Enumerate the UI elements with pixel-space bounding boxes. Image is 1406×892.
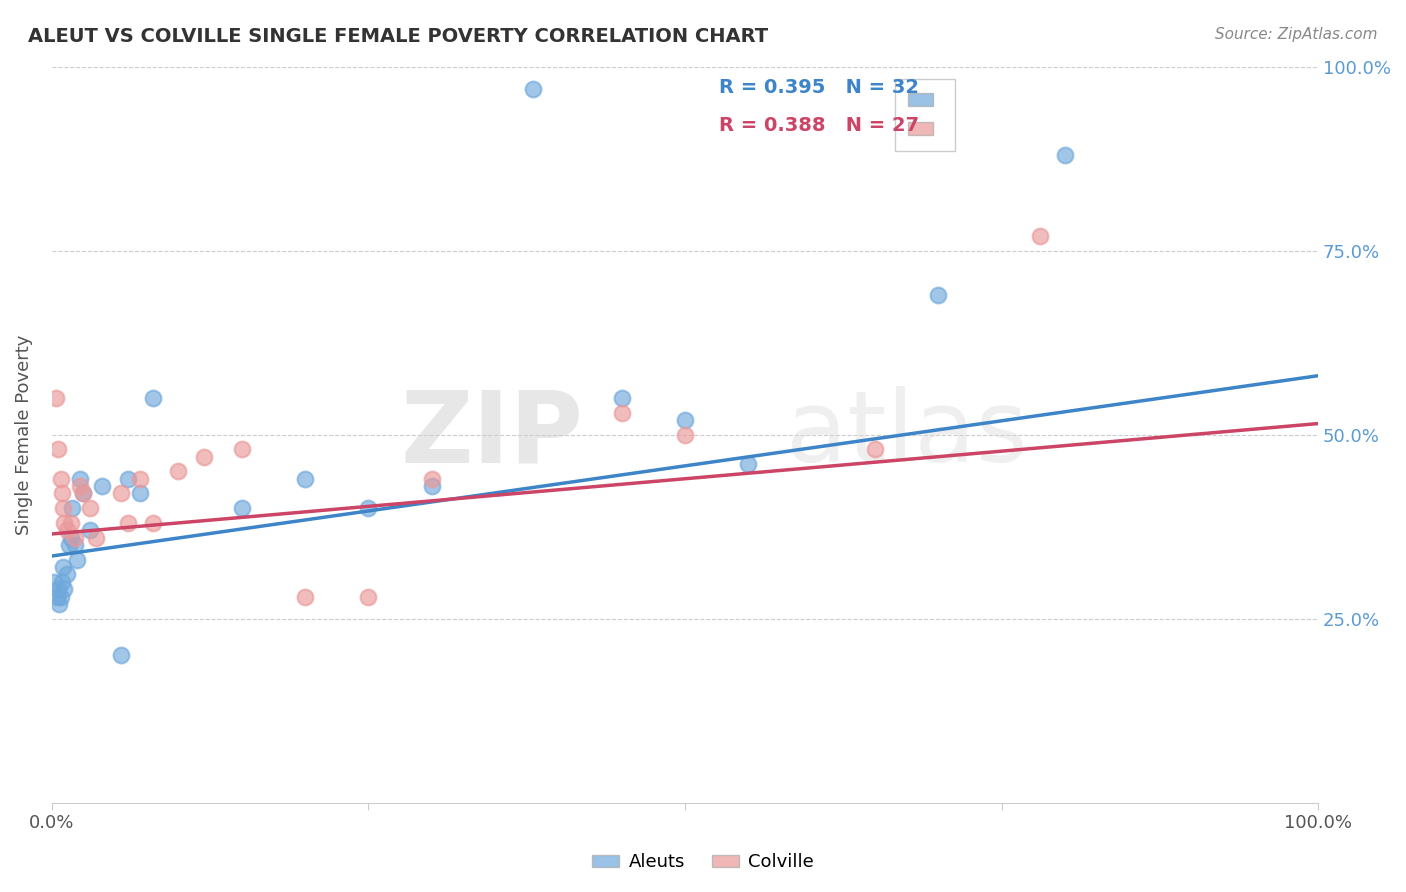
Point [48,597,70,611]
Point [1053,148,1076,162]
Point [142,516,165,530]
Point [673,427,696,442]
Point [59,531,82,545]
Point [142,391,165,405]
Text: ZIP: ZIP [401,386,583,483]
Point [167,464,190,478]
Point [63,538,86,552]
Point [58,538,80,552]
Point [294,472,316,486]
Point [56,523,79,537]
Point [737,457,759,471]
Point [49,590,72,604]
Text: atlas: atlas [786,386,1028,483]
Point [610,405,633,419]
Point [63,531,86,545]
Point [1028,228,1050,243]
Point [52,501,75,516]
Point [51,574,73,589]
Point [129,472,152,486]
Point [49,472,72,486]
Point [72,486,94,500]
Point [53,516,76,530]
Point [110,486,132,500]
Point [46,582,69,596]
Point [69,479,91,493]
Point [45,391,67,405]
Point [69,472,91,486]
Point [52,560,75,574]
Point [357,590,380,604]
Point [72,486,94,500]
Point [522,81,544,95]
Point [117,516,139,530]
Point [110,648,132,663]
Point [863,442,886,457]
Point [231,501,253,516]
Point [129,486,152,500]
Point [51,486,73,500]
Text: R = 0.395   N = 32: R = 0.395 N = 32 [718,78,920,97]
Point [117,472,139,486]
Point [66,552,89,566]
Point [56,567,79,582]
Point [193,450,215,464]
Point [91,479,114,493]
Point [294,590,316,604]
Text: ALEUT VS COLVILLE SINGLE FEMALE POVERTY CORRELATION CHART: ALEUT VS COLVILLE SINGLE FEMALE POVERTY … [28,27,768,45]
Point [53,582,76,596]
Point [420,472,443,486]
Point [60,501,83,516]
Point [610,391,633,405]
Legend: Aleuts, Colville: Aleuts, Colville [585,847,821,879]
Point [59,516,82,530]
Point [231,442,253,457]
Point [927,287,949,301]
Legend: , : , [896,79,955,152]
Point [84,531,107,545]
Point [45,590,67,604]
Point [44,574,66,589]
Point [357,501,380,516]
Point [79,523,101,537]
Y-axis label: Single Female Poverty: Single Female Poverty [15,334,32,535]
Point [79,501,101,516]
Text: R = 0.388   N = 27: R = 0.388 N = 27 [718,116,920,136]
Point [673,413,696,427]
Point [420,479,443,493]
Text: Source: ZipAtlas.com: Source: ZipAtlas.com [1215,27,1378,42]
Point [46,442,69,457]
